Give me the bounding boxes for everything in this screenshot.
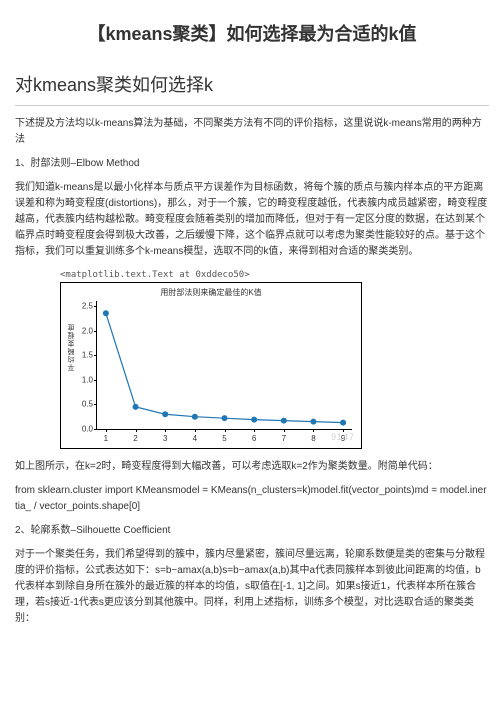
xtick-label: 6 <box>252 434 256 443</box>
section-heading: 对kmeans聚类如何选择k <box>15 71 489 106</box>
chart-title: 用肘部法则来确定最佳的K值 <box>61 287 361 298</box>
xtick-label: 8 <box>311 434 315 443</box>
watermark: 9147 <box>331 432 355 442</box>
section1-para1: 我们知道k-means是以最小化样本与质点平方误差作为目标函数，将每个簇的质点与… <box>15 180 489 260</box>
chart-line <box>97 301 352 429</box>
chart-box: 用肘部法则来确定最佳的K值 平均畸变程度 0.00.51.01.52.02.51… <box>60 282 362 449</box>
ytick-label: 0.0 <box>75 425 93 434</box>
ytick-label: 0.5 <box>75 400 93 409</box>
chart-caption: <matplotlib.text.Text at 0xddeco50> <box>60 270 489 280</box>
xtick-label: 5 <box>222 434 226 443</box>
ytick-label: 1.5 <box>75 351 93 360</box>
xtick-label: 3 <box>163 434 167 443</box>
section2-para1: 对于一个聚类任务，我们希望得到的簇中，簇内尽量紧密，簇间尽量远离，轮廓系数便是类… <box>15 547 489 627</box>
ytick-label: 2.0 <box>75 326 93 335</box>
section1-para2: 如上图所示，在k=2时，畸变程度得到大幅改善，可以考虑选取k=2作为聚类数量。附… <box>15 459 489 475</box>
ytick-label: 1.0 <box>75 375 93 384</box>
code-sample: from sklearn.cluster import KMeansmodel … <box>15 483 489 515</box>
page-title: 【kmeans聚类】如何选择最为合适的k值 <box>15 20 489 46</box>
elbow-chart: <matplotlib.text.Text at 0xddeco50> 用肘部法… <box>60 270 489 449</box>
section1-title: 1、肘部法则–Elbow Method <box>15 156 489 172</box>
ytick-label: 2.5 <box>75 301 93 310</box>
intro-text: 下述提及方法均以k-means算法为基础，不同聚类方法有不同的评价指标，这里说说… <box>15 116 489 148</box>
xtick-label: 7 <box>282 434 286 443</box>
xtick-label: 1 <box>104 434 108 443</box>
xtick-label: 2 <box>133 434 137 443</box>
section2-title: 2、轮廓系数–Silhouette Coefficient <box>15 523 489 539</box>
plot-area: 0.00.51.01.52.02.5123456789 <box>96 301 352 430</box>
xtick-label: 4 <box>193 434 197 443</box>
